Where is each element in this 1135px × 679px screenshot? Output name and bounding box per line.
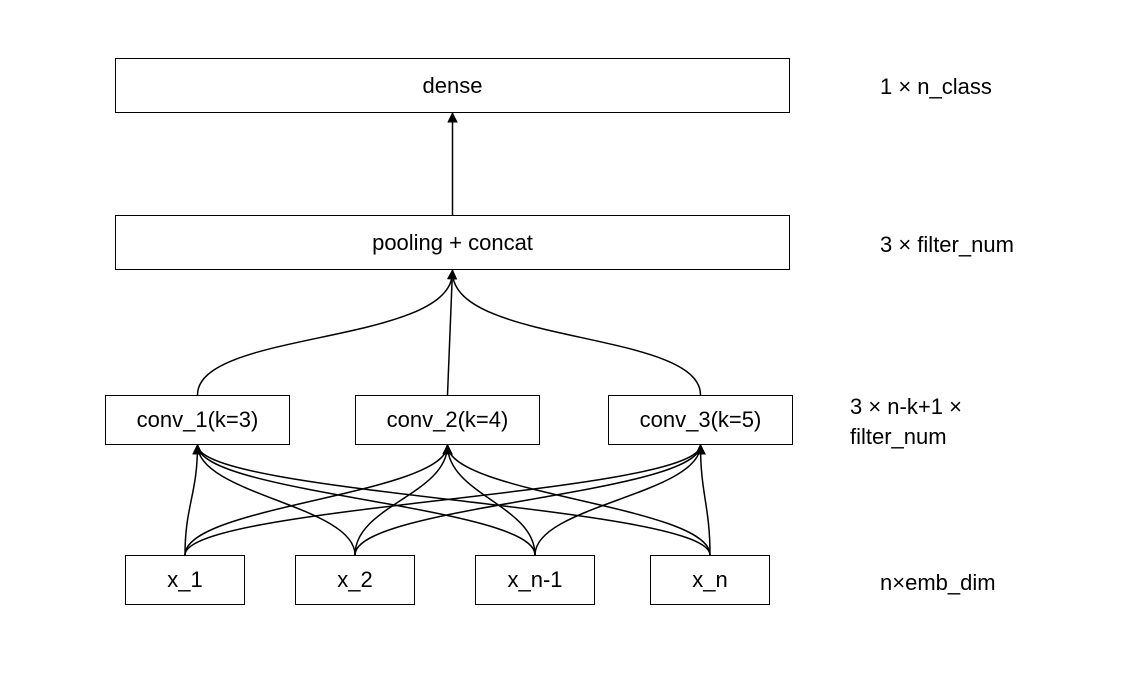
label-l_emb: n×emb_dim [880, 568, 996, 598]
edge [185, 445, 198, 555]
edge [198, 445, 356, 555]
label-l_conv: 3 × n-k+1 × filter_num [850, 392, 962, 451]
node-x2: x_2 [295, 555, 415, 605]
node-pool: pooling + concat [115, 215, 790, 270]
edge [448, 445, 711, 555]
edge [535, 445, 701, 555]
edge [198, 272, 453, 395]
node-dense: dense [115, 58, 790, 113]
node-xn: x_n [650, 555, 770, 605]
node-conv2: conv_2(k=4) [355, 395, 540, 445]
node-conv3: conv_3(k=5) [608, 395, 793, 445]
node-x1: x_1 [125, 555, 245, 605]
label-l_dense: 1 × n_class [880, 72, 992, 102]
edge [185, 445, 448, 555]
edge [355, 445, 701, 555]
edge [198, 445, 711, 555]
node-conv1: conv_1(k=3) [105, 395, 290, 445]
edge [355, 445, 448, 555]
edge [198, 445, 536, 555]
node-xn1: x_n-1 [475, 555, 595, 605]
edge [453, 272, 701, 395]
label-l_pool: 3 × filter_num [880, 230, 1014, 260]
edge [701, 445, 711, 555]
edge [448, 270, 453, 395]
edge [185, 445, 701, 555]
edge [448, 445, 536, 555]
